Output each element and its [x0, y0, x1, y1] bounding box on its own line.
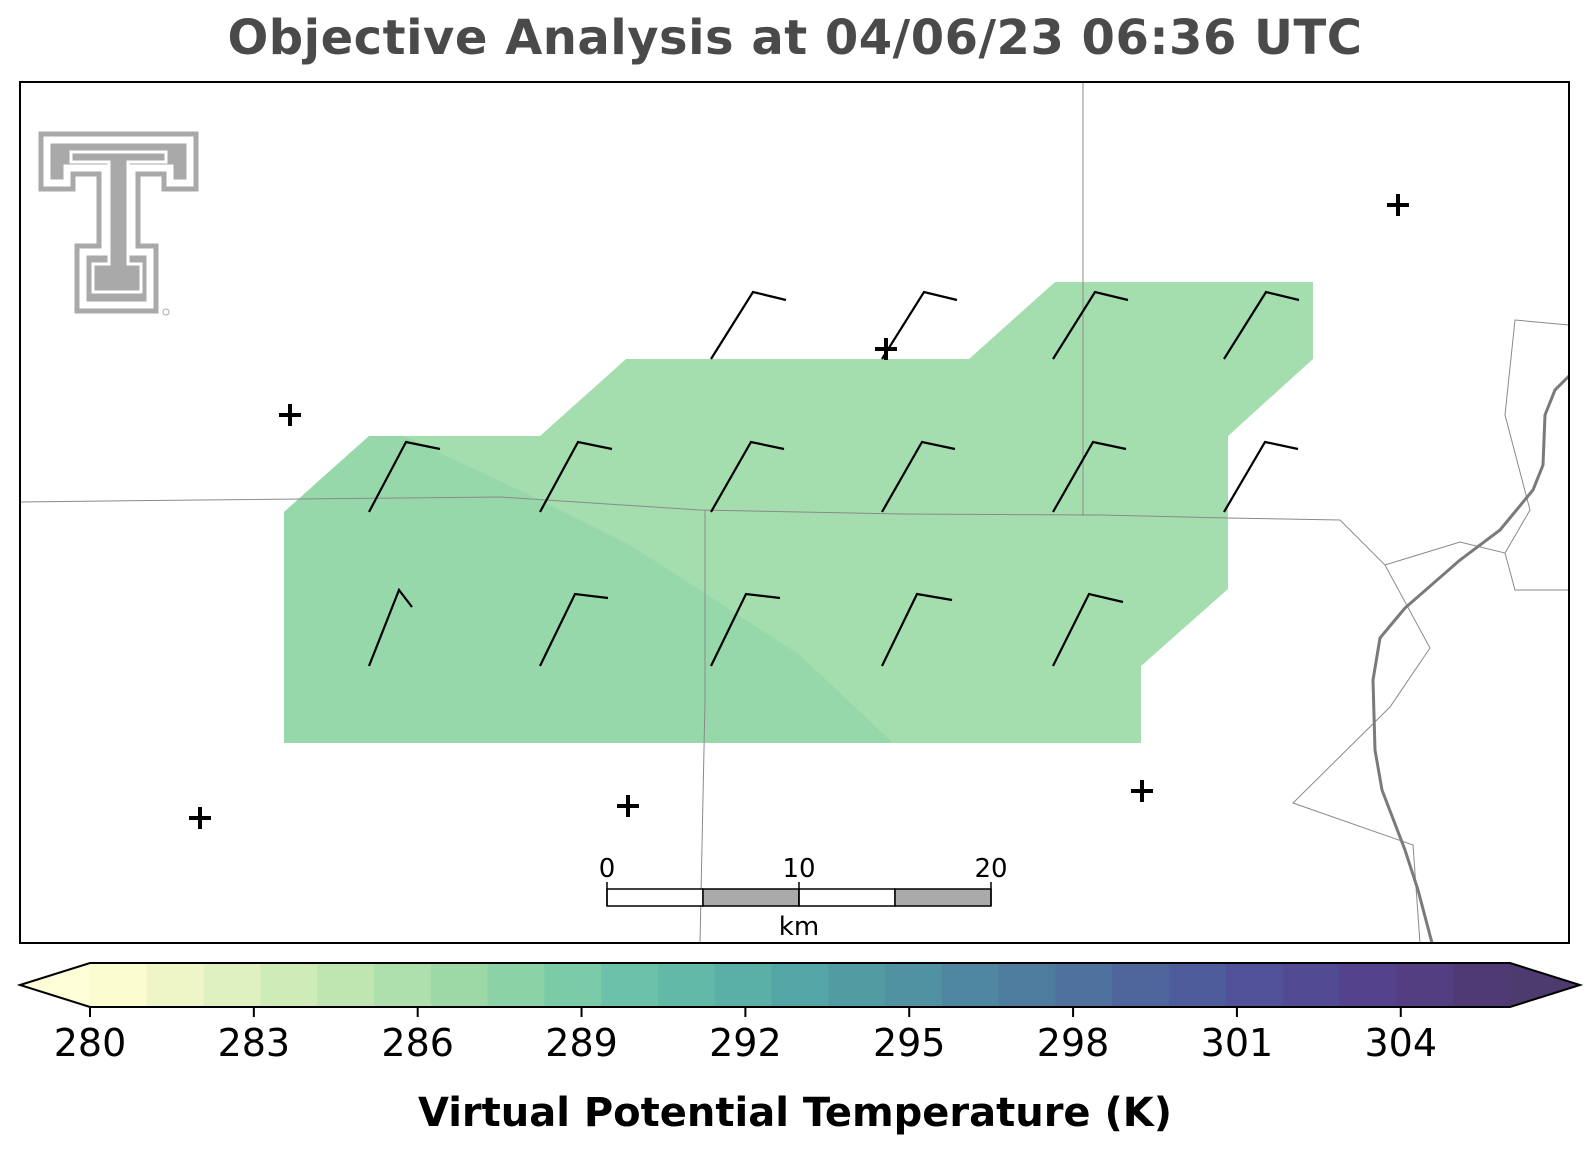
scale-bar-label-0: 0: [599, 854, 616, 884]
plus-icon: [1387, 194, 1409, 216]
wind-barb: [710, 290, 787, 360]
colorbar-tick-label: 283: [218, 1021, 291, 1065]
colorbar-cell: [430, 963, 489, 1007]
colorbar-tick-label: 289: [545, 1021, 618, 1065]
colorbar-cell: [828, 963, 886, 1007]
colorbar-cell: [90, 963, 148, 1007]
map-title: Objective Analysis at 04/06/23 06:36 UTC: [227, 10, 1363, 66]
wind-barb: [1052, 440, 1127, 513]
wind-barbs: [367, 290, 1300, 667]
wind-barb: [539, 440, 613, 513]
wind-barb: [1052, 290, 1129, 360]
state-border: [1371, 374, 1569, 943]
colorbar-cell: [1055, 963, 1113, 1007]
wind-barb: [1052, 592, 1124, 667]
colorbar-cell: [374, 963, 432, 1007]
colorbar-cell: [1226, 963, 1284, 1007]
colorbar-cell: [601, 963, 659, 1007]
map-frame: [19, 81, 1570, 944]
texas-tech-logo: [38, 131, 199, 316]
colorbar-cell: [771, 963, 829, 1007]
county-borders: [20, 82, 1569, 943]
plus-icon: [189, 807, 211, 829]
colorbar-cell: [544, 963, 602, 1007]
colorbar-cell: [1339, 963, 1397, 1007]
colorbar-tick-label: 292: [709, 1021, 782, 1065]
colorbar-cell: [942, 963, 1000, 1007]
colorbar: 280 283 286 289 292 295 298 301 304: [16, 962, 1584, 1065]
colorbar-cell: [487, 963, 545, 1007]
wind-barb: [1223, 440, 1299, 513]
colorbar-cell: [260, 963, 318, 1007]
colorbar-cell: [885, 963, 943, 1007]
colorbar-tick-label: 286: [381, 1021, 454, 1065]
analysis-region-warm: [284, 436, 893, 743]
colorbar-label: Virtual Potential Temperature (K): [417, 1090, 1173, 1136]
scale-bar-unit: km: [779, 912, 819, 942]
colorbar-cell: [1112, 963, 1170, 1007]
colorbar-extend-high: [1510, 963, 1580, 1007]
wind-barb: [539, 592, 609, 667]
plus-icon: [279, 404, 301, 426]
wind-barb: [881, 440, 956, 513]
analysis-field: [284, 282, 1313, 743]
colorbar-cell: [1453, 963, 1511, 1007]
scale-bar-label-20: 20: [974, 854, 1007, 884]
colorbar-tick-label: 301: [1201, 1021, 1274, 1065]
colorbar-cell: [1169, 963, 1227, 1007]
colorbar-cell: [1396, 963, 1454, 1007]
colorbar-tick-label: 280: [54, 1021, 127, 1065]
colorbar-cell: [317, 963, 375, 1007]
wind-barb: [710, 592, 781, 667]
wind-barb: [881, 592, 953, 667]
wind-barb: [1223, 290, 1300, 360]
colorbar-tick-label: 298: [1037, 1021, 1110, 1065]
colorbar-cell: [1282, 963, 1341, 1007]
colorbar-cell: [714, 963, 773, 1007]
colorbar-extend-low: [20, 963, 90, 1007]
wind-barb: [710, 440, 785, 513]
colorbar-cell: [146, 963, 205, 1007]
colorbar-cell: [658, 963, 716, 1007]
colorbar-tick-label: 295: [873, 1021, 946, 1065]
scale-bar-label-10: 10: [782, 854, 815, 884]
wind-barb: [368, 440, 441, 513]
plus-icon: [617, 795, 639, 817]
scale-bar: 0 10 20 km: [599, 854, 1008, 942]
colorbar-tick-label: 304: [1365, 1021, 1438, 1065]
plus-icon: [875, 338, 897, 360]
colorbar-cell: [203, 963, 261, 1007]
plus-icon: [1131, 780, 1153, 802]
station-markers: [189, 194, 1409, 829]
wind-barb: [367, 587, 413, 667]
wind-barb: [881, 290, 958, 360]
colorbar-cell: [998, 963, 1057, 1007]
